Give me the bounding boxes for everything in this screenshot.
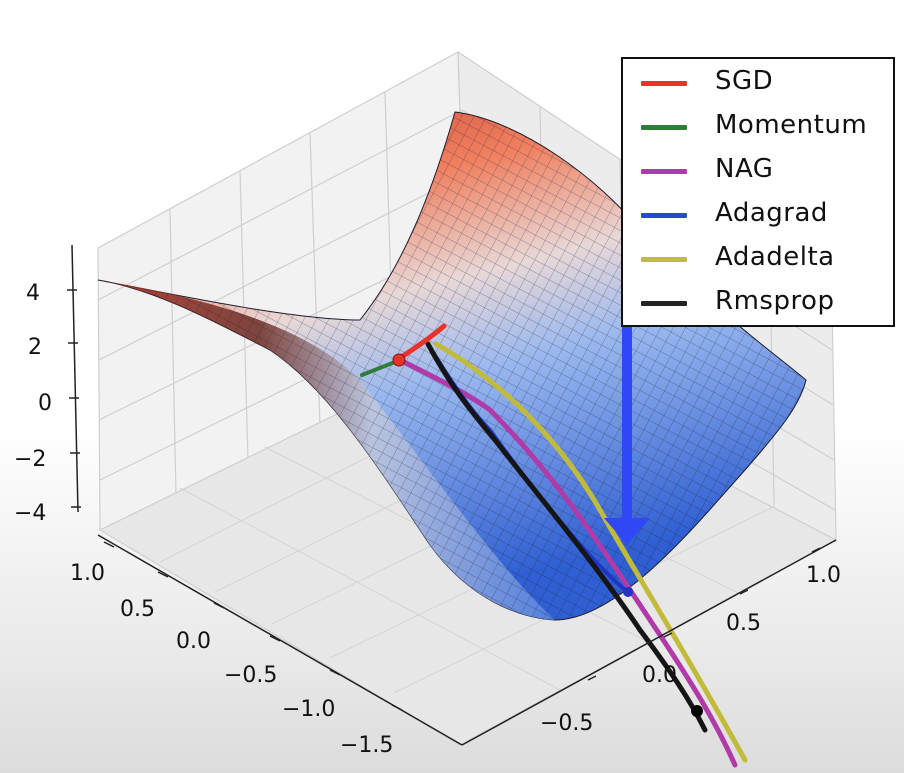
x-tick-label: 1.0 [806, 563, 841, 588]
y-tick-label: 1.0 [70, 561, 105, 586]
trajectory-rmsprop [425, 341, 708, 733]
trajectory-sgd [397, 323, 447, 361]
legend-swatch [641, 81, 687, 86]
annotation-arrow [604, 223, 650, 545]
legend-label: SGD [715, 66, 774, 96]
legend-label: Momentum [715, 110, 868, 140]
legend-item: Adagrad [623, 195, 893, 235]
legend-label: NAG [715, 154, 774, 184]
y-axis [97, 534, 463, 746]
y-tick-labels: 1.0 0.5 0.0 −0.5 −1.0 −1.5 [70, 561, 393, 758]
x-tick-label: 0.0 [642, 663, 677, 688]
legend-swatch [641, 169, 687, 174]
legend-swatch [641, 301, 687, 306]
legend-swatch [641, 125, 687, 130]
z-tick-label: 0 [38, 391, 52, 416]
z-tick-labels: 4 2 0 −2 −4 [14, 281, 52, 526]
y-tick-label: −0.5 [224, 663, 277, 688]
legend-item: NAG [623, 151, 893, 191]
z-axis [67, 244, 81, 513]
x-tick-label: −0.5 [540, 711, 593, 736]
rmsprop-current-point [691, 705, 703, 717]
z-tick-label: −4 [14, 501, 46, 526]
y-tick-label: −1.5 [340, 733, 393, 758]
trajectory-nag [397, 357, 738, 768]
legend-item: SGD [623, 63, 893, 103]
x-tick-label: 0.5 [726, 611, 761, 636]
legend-label: Adadelta [715, 242, 835, 272]
legend-swatch [641, 257, 687, 262]
legend-item: Adadelta [623, 239, 893, 279]
adagrad-current-point [623, 587, 633, 597]
legend-label: Rmsprop [715, 286, 835, 316]
legend-item: Rmsprop [623, 283, 893, 323]
y-tick-label: −1.0 [282, 697, 335, 722]
x-tick-labels: 1.0 0.5 0.0 −0.5 [540, 563, 841, 736]
legend-item: Momentum [623, 107, 893, 147]
legend: SGD Momentum NAG Adagrad Adadelta Rmspro… [621, 57, 895, 327]
trajectories [360, 323, 748, 768]
legend-label: Adagrad [715, 198, 828, 228]
sgd-current-point [392, 353, 406, 367]
z-tick-label: 2 [28, 335, 42, 360]
legend-swatch [641, 213, 687, 218]
y-tick-label: 0.5 [120, 597, 155, 622]
trajectory-adadelta [433, 341, 748, 763]
x-axis [461, 539, 837, 746]
z-tick-label: −2 [14, 447, 46, 472]
z-tick-label: 4 [26, 281, 40, 306]
y-tick-label: 0.0 [176, 629, 211, 654]
